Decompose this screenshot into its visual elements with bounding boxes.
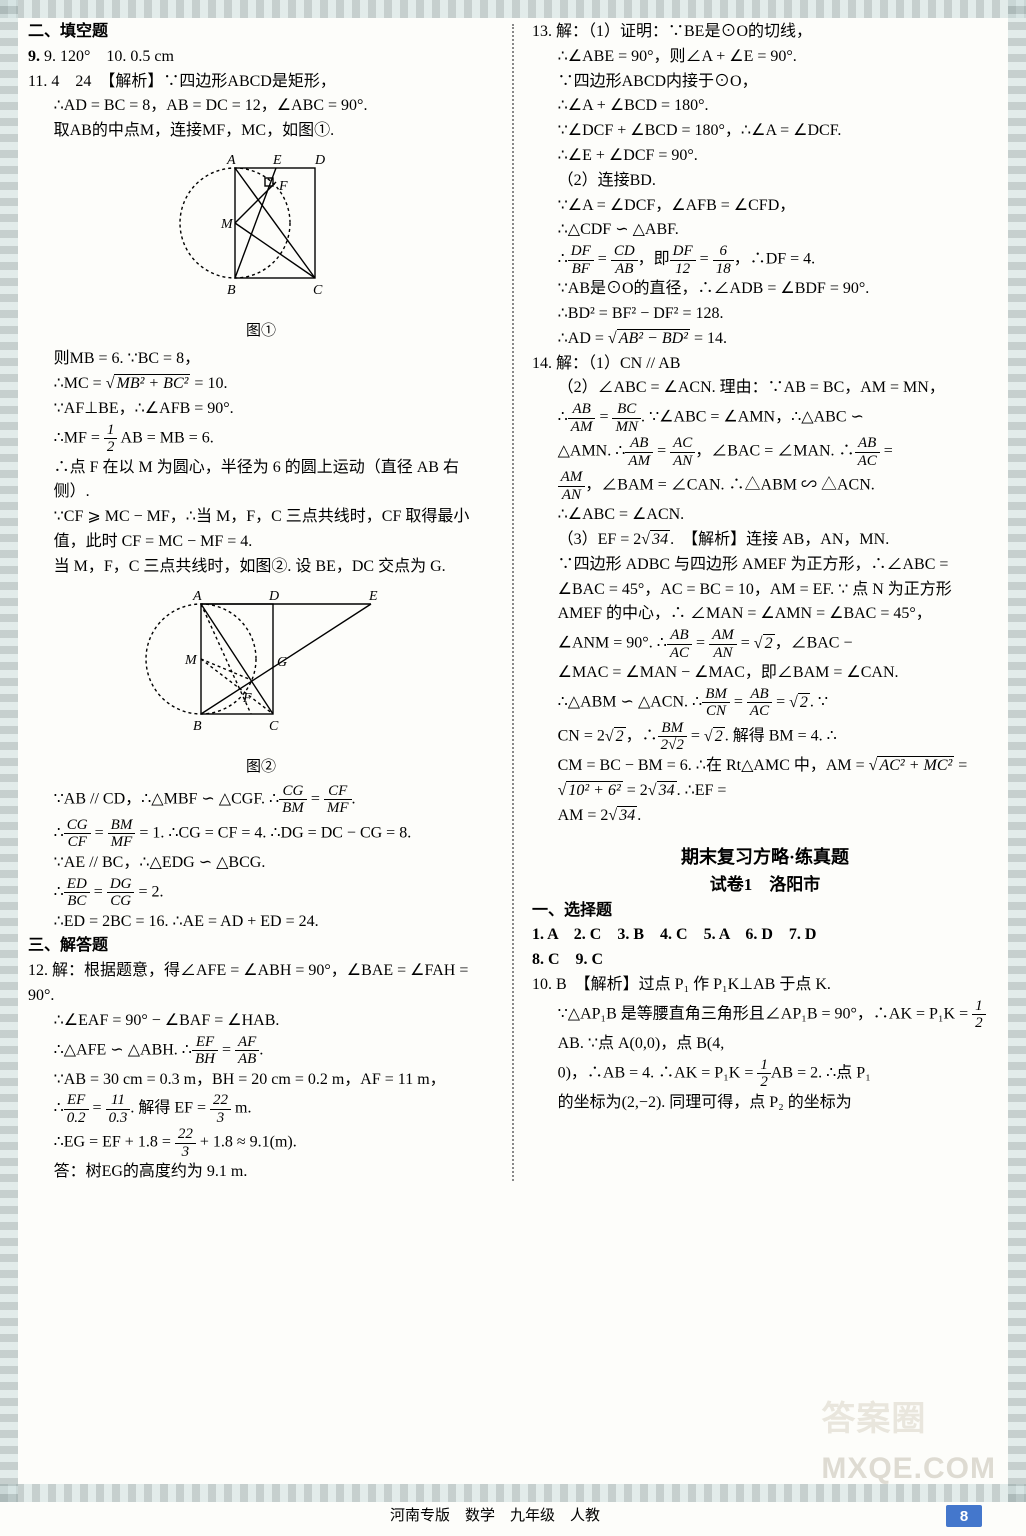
a11-l7: ∴MF = 12 AB = MB = 6. bbox=[28, 422, 494, 456]
a11-l11: ∵AB // CD，∴△MBF ∽ △CGF. ∴CGBM = CFMF. bbox=[28, 783, 494, 817]
a13-4: ∴∠A + ∠BCD = 180°. bbox=[532, 94, 998, 119]
page-footer: 河南专版 数学 九年级 人教 8 bbox=[0, 1505, 1026, 1528]
svg-text:M: M bbox=[220, 217, 234, 232]
border-top bbox=[0, 0, 1026, 18]
a10-3: 0)，∴AB = 4. ∴AK = P₁K = 12AB = 2. ∴点 P₁ bbox=[532, 1057, 998, 1091]
figure-1: A E D F M B C bbox=[161, 148, 361, 318]
svg-text:F: F bbox=[278, 179, 288, 194]
a11-l10: 当 M，F，C 三点共线时，如图②. 设 BE，DC 交点为 G. bbox=[28, 555, 494, 580]
footer-mid: 河南专版 数学 九年级 人教 bbox=[390, 1505, 600, 1528]
a14-5: AMAN，∠BAM = ∠CAN. ∴△ABM ∽ △ACN. bbox=[532, 469, 998, 503]
a11-l5: ∴MC = MB² + BC² = 10. bbox=[28, 372, 494, 397]
a10-1: 10. B 【解析】过点 P₁ 作 P₁K⊥AB 于点 K. bbox=[532, 973, 998, 998]
svg-text:B: B bbox=[227, 283, 236, 298]
page-number-badge: 8 bbox=[946, 1505, 982, 1527]
svg-text:E: E bbox=[368, 589, 378, 604]
a11-l3: 取AB的中点M，连接MF，MC，如图①. bbox=[28, 119, 494, 144]
svg-text:C: C bbox=[269, 719, 279, 734]
svg-text:A: A bbox=[226, 153, 236, 168]
a13-8: ∵∠A = ∠DCF，∠AFB = ∠CFD， bbox=[532, 194, 998, 219]
a13-1: 13. 解：（1）证明：∵BE是⊙O的切线， bbox=[532, 20, 998, 45]
a11-l16: ∴ED = 2BC = 16. ∴AE = AD + ED = 24. bbox=[28, 910, 494, 935]
fig1-caption: 图① bbox=[28, 320, 494, 343]
heading-choice: 一、选择题 bbox=[532, 899, 998, 924]
a14-1: 14. 解：（1）CN // AB bbox=[532, 352, 998, 377]
a11-l6: ∵AF⊥BE，∴∠AFB = 90°. bbox=[28, 397, 494, 422]
left-column: 二、填空题 9. 9. 120° 10. 0.5 cm 11. 4 24 【解析… bbox=[28, 20, 494, 1185]
a14-13: CM = BC − BM = 6. ∴在 Rt△AMC 中，AM = AC² +… bbox=[532, 754, 998, 804]
a11-l8: ∴点 F 在以 M 为圆心，半径为 6 的圆上运动（直径 AB 右侧）. bbox=[28, 456, 494, 506]
svg-text:M: M bbox=[184, 653, 198, 668]
choices-row2: 8. C 9. C bbox=[532, 948, 998, 973]
a14-10: ∠MAC = ∠MAN − ∠MAC，即∠BAM = ∠CAN. bbox=[532, 661, 998, 686]
a13-7: （2）连接BD. bbox=[532, 169, 998, 194]
final-title-2: 试卷1 洛阳市 bbox=[532, 872, 998, 898]
page-sheet: 二、填空题 9. 9. 120° 10. 0.5 cm 11. 4 24 【解析… bbox=[0, 0, 1026, 1536]
a13-13: ∴AD = AB² − BD² = 14. bbox=[532, 327, 998, 352]
a14-9: ∠ANM = 90°. ∴ABAC = AMAN = 2，∠BAC − bbox=[532, 627, 998, 661]
border-right bbox=[1008, 0, 1026, 1502]
a14-7: （3）EF = 234. 【解析】连接 AB，AN，MN. bbox=[532, 528, 998, 553]
fig2-caption: 图② bbox=[28, 756, 494, 779]
ans-9-10-text: 9. 120° 10. 0.5 cm bbox=[44, 48, 174, 65]
a14-6: ∴∠ABC = ∠ACN. bbox=[532, 503, 998, 528]
choices-row1: 1. A 2. C 3. B 4. C 5. A 6. D 7. D bbox=[532, 923, 998, 948]
a14-14: AM = 234. bbox=[532, 804, 998, 829]
svg-text:B: B bbox=[193, 719, 202, 734]
ans-11-head: 11. 4 24 【解析】∵四边形ABCD是矩形， bbox=[28, 70, 494, 95]
a11-l9: ∵CF ⩾ MC − MF，∴当 M，F，C 三点共线时，CF 取得最小值，此时… bbox=[28, 505, 494, 555]
svg-text:F: F bbox=[242, 691, 252, 706]
a13-2: ∴∠ABE = 90°，则∠A + ∠E = 90°. bbox=[532, 45, 998, 70]
ans-9-10: 9. 9. 120° 10. 0.5 cm bbox=[28, 45, 494, 70]
two-columns: 二、填空题 9. 9. 120° 10. 0.5 cm 11. 4 24 【解析… bbox=[28, 20, 998, 1185]
a13-3: ∵四边形ABCD内接于⊙O， bbox=[532, 70, 998, 95]
border-left bbox=[0, 0, 18, 1502]
a13-12: ∴BD² = BF² − DF² = 128. bbox=[532, 302, 998, 327]
a13-5: ∵∠DCF + ∠BCD = 180°，∴∠A = ∠DCF. bbox=[532, 119, 998, 144]
a14-4: △AMN. ∴ABAM = ACAN，∠BAC = ∠MAN. ∴ABAC = bbox=[532, 435, 998, 469]
svg-text:D: D bbox=[314, 153, 325, 168]
a12-5: ∴EF0.2 = 110.3. 解得 EF = 223 m. bbox=[28, 1092, 494, 1126]
figure-2: A D E M G F B C bbox=[131, 584, 391, 754]
a11-l14: ∵AE // BC，∴△EDG ∽ △BCG. bbox=[28, 851, 494, 876]
a10-2: ∵△AP₁B 是等腰直角三角形且∠AP₁B = 90°，∴AK = P₁K = … bbox=[532, 998, 998, 1057]
final-title-1: 期末复习方略·练真题 bbox=[532, 844, 998, 872]
a11-l2: ∴AD = BC = 8，AB = DC = 12，∠ABC = 90°. bbox=[28, 94, 494, 119]
a10-4: 的坐标为(2,−2). 同理可得，点 P₂ 的坐标为 bbox=[532, 1091, 998, 1116]
svg-text:G: G bbox=[277, 655, 287, 670]
a13-6: ∴∠E + ∠DCF = 90°. bbox=[532, 144, 998, 169]
a14-2: （2）∠ABC = ∠ACN. 理由：∵AB = BC，AM = MN， bbox=[532, 376, 998, 401]
a14-12: CN = 22，∴BM2√2 = 2. 解得 BM = 4. ∴ bbox=[532, 720, 998, 754]
a13-9: ∴△CDF ∽ △ABF. bbox=[532, 218, 998, 243]
column-divider bbox=[512, 24, 514, 1181]
svg-text:D: D bbox=[268, 589, 279, 604]
a12-2: ∴∠EAF = 90° − ∠BAF = ∠HAB. bbox=[28, 1009, 494, 1034]
watermark: 答案圈 MXQE.COM bbox=[821, 1393, 996, 1492]
svg-text:E: E bbox=[272, 153, 282, 168]
heading-solve: 三、解答题 bbox=[28, 934, 494, 959]
a14-8: ∵四边形 ADBC 与四边形 AMEF 为正方形，∴∠ABC = ∠BAC = … bbox=[532, 553, 998, 627]
a11-l15: ∴EDBC = DGCG = 2. bbox=[28, 876, 494, 910]
a12-4: ∵AB = 30 cm = 0.3 m，BH = 20 cm = 0.2 m，A… bbox=[28, 1068, 494, 1093]
a12-3: ∴△AFE ∽ △ABH. ∴EFBH = AFAB. bbox=[28, 1034, 494, 1068]
a12-1: 12. 解：根据题意，得∠AFE = ∠ABH = 90°，∠BAE = ∠FA… bbox=[28, 959, 494, 1009]
a12-7: 答：树EG的高度约为 9.1 m. bbox=[28, 1160, 494, 1185]
a11-l4: 则MB = 6. ∵BC = 8， bbox=[28, 347, 494, 372]
a13-10: ∴DFBF = CDAB，即DF12 = 618，∴DF = 4. bbox=[532, 243, 998, 277]
a14-3: ∴ABAM = BCMN. ∵∠ABC = ∠AMN，∴△ABC ∽ bbox=[532, 401, 998, 435]
a13-11: ∵AB是⊙O的直径，∴∠ADB = ∠BDF = 90°. bbox=[532, 277, 998, 302]
a11-l12: ∴CGCF = BMMF = 1. ∴CG = CF = 4. ∴DG = DC… bbox=[28, 817, 494, 851]
heading-fill: 二、填空题 bbox=[28, 20, 494, 45]
svg-text:A: A bbox=[192, 589, 202, 604]
a12-6: ∴EG = EF + 1.8 = 223 + 1.8 ≈ 9.1(m). bbox=[28, 1126, 494, 1160]
right-column: 13. 解：（1）证明：∵BE是⊙O的切线， ∴∠ABE = 90°，则∠A +… bbox=[532, 20, 998, 1185]
a14-11: ∴△ABM ∽ △ACN. ∴BMCN = ABAC = 2. ∵ bbox=[532, 686, 998, 720]
svg-text:C: C bbox=[313, 283, 323, 298]
